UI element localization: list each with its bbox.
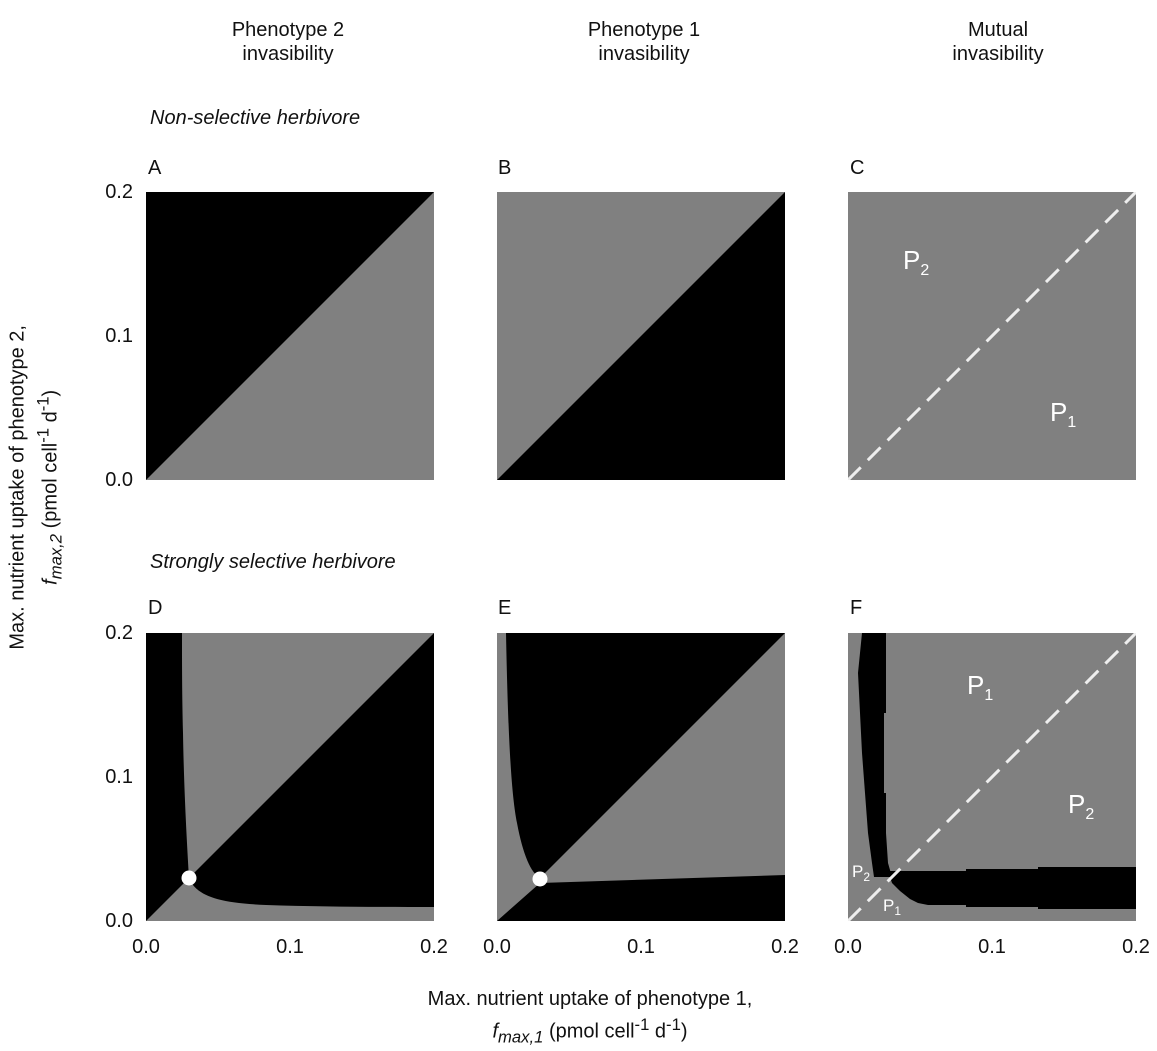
panel-f [848,633,1136,921]
panel-c-plot [848,192,1136,480]
panel-a-black-region [146,192,434,480]
x-axis-label: Max. nutrient uptake of phenotype 1, fma… [330,986,850,1051]
y-axis-unit-pre: (pmol cell [39,442,62,529]
x-axis-symbol: f [492,1020,499,1043]
panel-e-gray-left [497,633,540,921]
x-axis-symbol-sub: max,1 [498,1027,544,1047]
panel-d-gray-lower [146,878,434,921]
panel-f-label-lower-letter: P [1068,789,1086,819]
panel-c-label-upper-index: 2 [920,262,930,279]
row-heading-bottom: Strongly selective herbivore [150,551,396,573]
panel-b-plot [497,192,785,480]
panel-letter-C: C [850,157,865,179]
panel-d-plot [146,633,434,921]
y-axis-label-line2: fmax,2 (pmol cell-1 d-1) [31,207,70,767]
y-tick-top-0.1: 0.1 [105,325,133,347]
x-tick-d-0.2: 0.2 [420,936,448,958]
y-tick-bottom-0.0: 0.0 [105,910,133,932]
x-axis-unit-mid: d [649,1020,667,1043]
y-axis-symbol-sub: max,2 [46,533,66,580]
y-tick-bottom-0.1: 0.1 [105,766,133,788]
y-axis-label: Max. nutrient uptake of phenotype 2, fma… [5,207,70,767]
panel-f-label-small-upper-index: 2 [863,870,871,884]
y-axis-unit-exp1: -1 [33,427,53,443]
panel-c-label-upper-letter: P [903,245,921,275]
x-tick-d-0.0: 0.0 [132,936,160,958]
y-axis-unit-post: ) [39,389,62,397]
panel-a-plot [146,192,434,480]
panel-f-label-upper-index: 1 [984,687,994,704]
panel-d-singular-point [181,870,197,886]
y-axis-label-line1: Max. nutrient uptake of phenotype 2, [6,325,29,650]
panel-f-black-band-horizontal [888,867,1136,909]
panel-f-label-lower: P2 [1068,789,1094,824]
column-heading-1-line1: Phenotype 2 [231,19,345,41]
y-tick-top-0.0: 0.0 [105,469,133,491]
panel-e-gray-right [540,633,785,883]
panel-c [848,192,1136,480]
panel-f-black-band-vertical [858,633,892,877]
panel-c-label-lower: P1 [1050,397,1076,432]
y-tick-top-0.2: 0.2 [105,181,133,203]
panel-f-label-small-lower-index: 1 [894,904,902,918]
panel-f-label-small-lower-letter: P [883,896,895,915]
column-heading-1: Phenotype 2 invasibility [158,18,418,66]
column-heading-3: Mutual invasibility [868,18,1128,66]
panel-a [146,192,434,480]
x-axis-unit-post: ) [680,1020,688,1043]
panel-d [146,633,434,921]
x-axis-unit-exp2: -1 [666,1015,681,1034]
panel-letter-E: E [498,597,512,619]
panel-f-plot [848,633,1136,921]
column-heading-3-line2: invasibility [952,43,1044,65]
panel-c-label-lower-letter: P [1050,397,1068,427]
x-tick-e-0.2: 0.2 [771,936,799,958]
panel-b-black-region [497,192,785,480]
panel-f-label-small-upper: P2 [852,862,870,884]
x-axis-unit-pre: (pmol cell [548,1020,635,1043]
column-heading-2-line2: invasibility [598,43,690,65]
panel-letter-A: A [148,157,162,179]
panel-letter-D: D [148,597,163,619]
x-tick-d-0.1: 0.1 [276,936,304,958]
panel-c-label-lower-index: 1 [1067,414,1077,431]
y-axis-unit-exp2: -1 [33,396,53,412]
column-heading-3-line1: Mutual [967,19,1029,41]
x-tick-f-0.2: 0.2 [1122,936,1150,958]
panel-d-gray-upper [182,633,434,878]
x-axis-label-line2: fmax,1 (pmol cell-1 d-1) [330,1012,850,1051]
panel-c-label-upper: P2 [903,245,929,280]
panel-b [497,192,785,480]
column-heading-2-line1: Phenotype 1 [587,19,701,41]
panel-f-label-upper: P1 [967,670,993,705]
column-heading-2: Phenotype 1 invasibility [514,18,774,66]
column-heading-1-line2: invasibility [242,43,334,65]
panel-f-label-upper-letter: P [967,670,985,700]
panel-e-singular-point [532,871,548,887]
panel-f-label-lower-index: 2 [1085,806,1095,823]
panel-f-label-small-upper-letter: P [852,862,864,881]
panel-e-plot [497,633,785,921]
row-heading-top: Non-selective herbivore [150,107,361,129]
x-tick-f-0.1: 0.1 [978,936,1006,958]
panel-letter-F: F [850,597,863,619]
panel-letter-B: B [498,157,512,179]
x-tick-f-0.0: 0.0 [834,936,862,958]
panel-c-diagonal [848,192,1136,480]
y-tick-bottom-0.2: 0.2 [105,622,133,644]
x-axis-unit-exp1: -1 [634,1015,650,1034]
panel-e [497,633,785,921]
panel-f-label-small-lower: P1 [883,896,901,918]
y-axis-symbol: f [39,579,62,585]
y-axis-unit-mid: d [39,411,62,428]
panel-f-diagonal [848,633,1136,921]
x-axis-label-line1: Max. nutrient uptake of phenotype 1, [427,988,753,1010]
x-tick-e-0.1: 0.1 [627,936,655,958]
x-tick-e-0.0: 0.0 [483,936,511,958]
